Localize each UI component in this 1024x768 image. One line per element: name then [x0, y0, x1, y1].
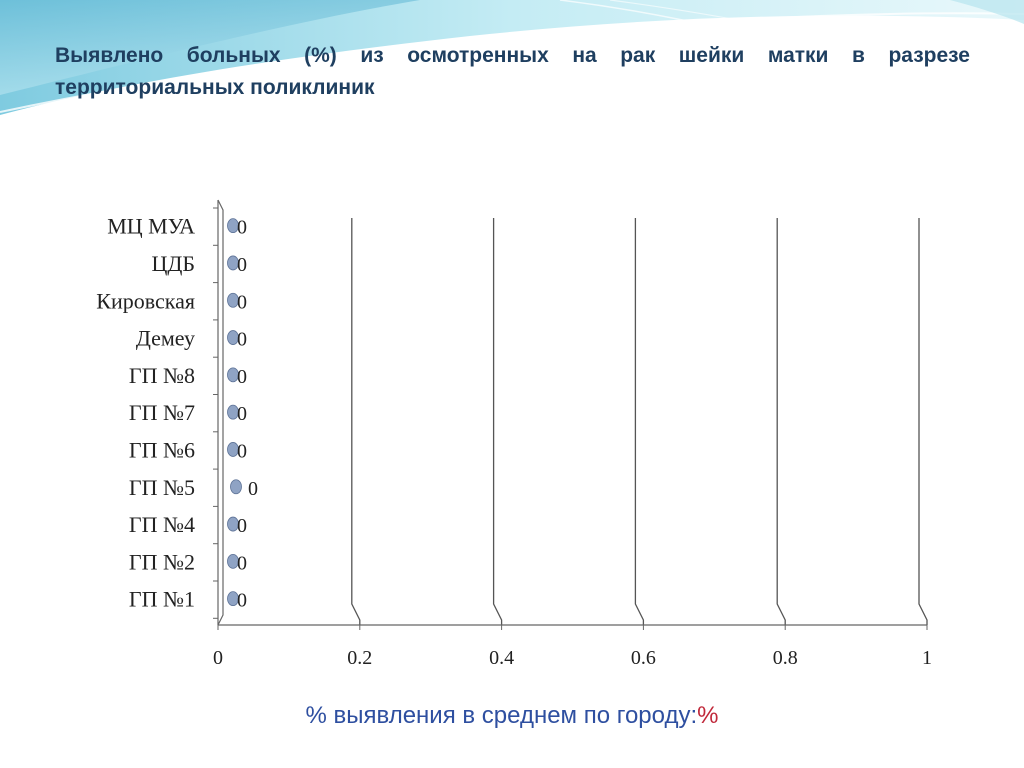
x-tick-label: 0.2 — [347, 647, 372, 669]
category-label: ГП №4 — [129, 512, 195, 537]
data-label: 0 — [237, 291, 247, 313]
gridline — [918, 218, 928, 625]
gridlines — [351, 218, 928, 625]
x-tick-label: 0.4 — [489, 647, 514, 669]
data-point — [227, 255, 239, 271]
data-label: 0 — [237, 366, 247, 388]
x-tick-label: 1 — [922, 647, 932, 669]
category-label: ГП №6 — [129, 437, 195, 462]
x-tick-label: 0 — [213, 647, 223, 669]
data-label: 0 — [237, 217, 247, 239]
x-tick-label: 0.8 — [773, 647, 798, 669]
gridline — [634, 218, 645, 625]
data-point — [227, 553, 239, 569]
data-point — [227, 330, 239, 345]
y-axis-wall — [217, 199, 224, 626]
gridline — [351, 218, 361, 625]
data-label: 0 — [237, 329, 247, 351]
gridline — [776, 218, 786, 625]
city-average-note: % выявления в среднем по городу:% — [0, 702, 1024, 730]
category-label: ГП №7 — [129, 400, 195, 425]
data-point — [227, 516, 239, 532]
data-point — [227, 218, 239, 234]
data-label: 0 — [237, 590, 247, 612]
data-point — [227, 591, 239, 607]
data-label: 0 — [237, 552, 247, 574]
data-point — [230, 479, 242, 495]
x-axis-ticks: 0 0.2 0.4 0.6 0.8 1 — [213, 625, 932, 669]
city-average-value: % — [697, 702, 719, 729]
data-point — [227, 367, 239, 383]
category-label: ГП №8 — [129, 363, 195, 388]
x-tick-label: 0.6 — [631, 647, 656, 669]
category-label: ГП №1 — [129, 587, 195, 612]
category-label: Демеу — [136, 326, 195, 351]
data-point — [227, 404, 239, 420]
data-point — [227, 442, 239, 457]
category-label: ГП №2 — [129, 549, 195, 574]
category-label: МЦ МУА — [107, 214, 195, 239]
data-label: 0 — [237, 254, 247, 276]
category-label: ЦДБ — [151, 251, 195, 276]
category-label: ГП №5 — [129, 475, 195, 500]
data-label: 0 — [237, 403, 247, 425]
axes — [213, 199, 927, 626]
data-point — [227, 292, 239, 308]
category-labels: МЦ МУА ЦДБ Кировская Демеу ГП №8 ГП №7 ГП №6 ГП… — [96, 214, 195, 612]
gridline — [492, 218, 503, 625]
slide-title: Выявлено больных (%) из осмотренных на р… — [55, 44, 970, 99]
data-label: 0 — [237, 515, 247, 537]
data-label: 0 — [248, 478, 258, 500]
category-label: Кировская — [96, 288, 195, 313]
data-label: 0 — [237, 440, 247, 462]
city-average-label: % выявления в среднем по городу: — [305, 702, 698, 729]
